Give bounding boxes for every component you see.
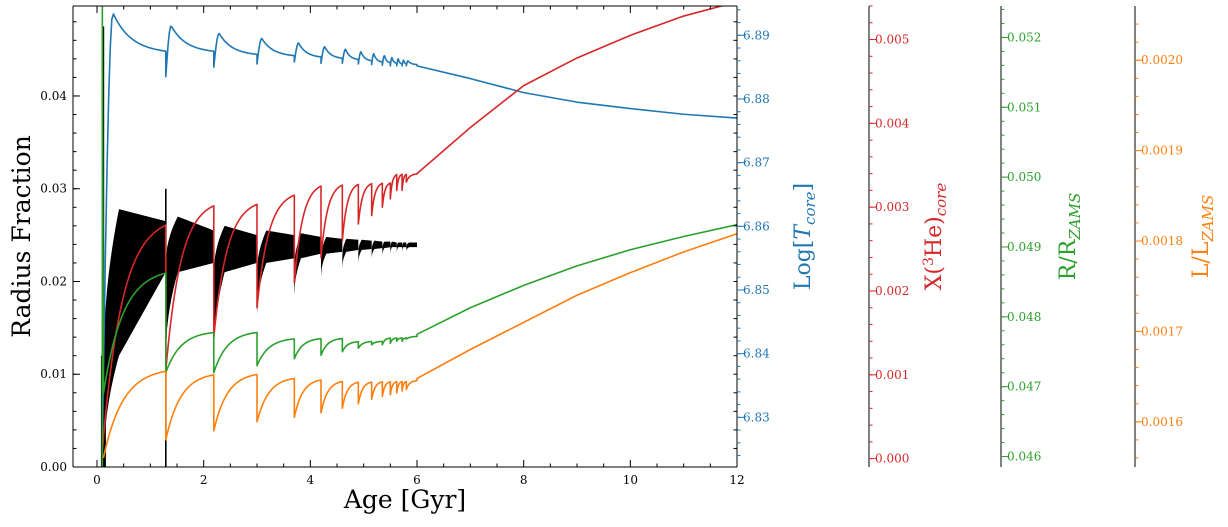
label-part: T <box>791 223 816 240</box>
label-part: X( <box>922 266 947 290</box>
x-tick-label: 12 <box>729 473 744 487</box>
x-tick-label: 0 <box>93 473 101 487</box>
y-tick-label-rrzams: 0.052 <box>1007 30 1041 44</box>
y-tick-label-radius: 0.04 <box>40 89 67 103</box>
y-tick-label-llzams: 0.0018 <box>1141 234 1183 248</box>
y-tick-label-rrzams: 0.046 <box>1007 450 1041 464</box>
y-tick-label-he3: 0.003 <box>875 200 909 214</box>
y-tick-label-llzams: 0.0020 <box>1141 53 1183 67</box>
y-tick-label-tcore: 6.85 <box>743 283 770 297</box>
x-tick-label: 6 <box>413 473 421 487</box>
radius-fraction-episode <box>213 225 257 356</box>
radius-fraction-episode <box>371 240 383 259</box>
radius-fraction-episode <box>382 241 391 256</box>
radius-fraction-episode <box>257 230 295 314</box>
y-tick-label-he3: 0.001 <box>875 368 909 382</box>
y-tick-label-tcore: 6.89 <box>743 28 770 42</box>
y-tick-label-rrzams: 0.049 <box>1007 240 1041 254</box>
plot-frame <box>72 5 737 468</box>
y-tick-label-radius: 0.00 <box>40 460 67 474</box>
series-line-he3 <box>101 6 725 451</box>
radius-fraction-episode <box>321 236 343 277</box>
y-tick-label-rrzams: 0.048 <box>1007 310 1041 324</box>
y-tick-label-rrzams: 0.051 <box>1007 100 1041 114</box>
y-tick-label-llzams: 0.0017 <box>1141 324 1183 338</box>
label-part: ZAMS <box>1199 195 1217 243</box>
label-part: R/R <box>1056 238 1081 280</box>
label-part: Log[ <box>791 240 816 291</box>
y-tick-label-tcore: 6.84 <box>743 347 770 361</box>
y-tick-label-radius: 0.01 <box>40 367 67 381</box>
y-tick-label-rrzams: 0.047 <box>1007 380 1041 394</box>
series-line-rrzams <box>101 6 737 467</box>
label-part: L/L <box>1189 241 1214 278</box>
series-line-tcore <box>101 13 737 443</box>
label-part: 3 <box>921 257 937 266</box>
x-axis-label: Age [Gyr] <box>343 485 466 514</box>
y-axis-label-tcore: Log[Tcore] <box>791 183 819 290</box>
y-tick-label-llzams: 0.0016 <box>1141 415 1183 429</box>
y-tick-label-radius: 0.02 <box>40 274 67 288</box>
plot-marks <box>100 6 737 467</box>
y-tick-label-llzams: 0.0019 <box>1141 144 1183 158</box>
radius-fraction-episode <box>406 242 417 251</box>
radius-fraction-episode <box>294 233 321 296</box>
y-tick-label-tcore: 6.87 <box>743 156 770 170</box>
radius-fraction-episode <box>390 241 397 254</box>
y-axis-label-he3: X(3He)core <box>921 183 950 291</box>
x-tick-label: 2 <box>200 473 208 487</box>
radius-fraction-episode <box>342 238 359 268</box>
y-axis-label-rrzams: R/RZAMS <box>1056 193 1084 280</box>
radius-fraction-band <box>100 26 417 467</box>
y-tick-label-he3: 0.002 <box>875 284 909 298</box>
label-part: core <box>932 183 950 217</box>
y-tick-label-he3: 0.004 <box>875 116 910 130</box>
y-tick-label-tcore: 6.83 <box>743 410 770 424</box>
y-tick-label-he3: 0.000 <box>875 452 909 466</box>
x-tick-label: 10 <box>623 473 638 487</box>
y-tick-label-rrzams: 0.050 <box>1007 170 1041 184</box>
y-axis-label-radius: Radius Fraction <box>7 135 36 338</box>
label-part: core <box>801 191 819 225</box>
radius-fraction-episode <box>165 216 214 356</box>
radius-fraction-episode <box>396 242 403 253</box>
label-part: ZAMS <box>1066 193 1084 241</box>
radius-fraction-episode <box>402 242 407 252</box>
axes-group: 0 2 4 6 8 10 12 0.00 0.01 0.02 0.03 0.04 Radius Frac… <box>7 5 1217 487</box>
y-tick-label-tcore: 6.88 <box>743 92 770 106</box>
y-axis-label-llzams: L/LZAMS <box>1189 195 1217 279</box>
label-part: ] <box>791 183 816 192</box>
y-tick-label-he3: 0.005 <box>875 33 909 47</box>
label-part: He) <box>922 216 947 257</box>
y-tick-label-tcore: 6.86 <box>743 219 770 233</box>
x-tick-label: 4 <box>307 473 315 487</box>
series-line-llzams <box>102 233 737 459</box>
x-tick-label: 8 <box>520 473 528 487</box>
radius-fraction-episode <box>358 239 372 263</box>
radius-fraction-episode <box>103 209 166 467</box>
y-tick-label-radius: 0.03 <box>40 182 67 196</box>
